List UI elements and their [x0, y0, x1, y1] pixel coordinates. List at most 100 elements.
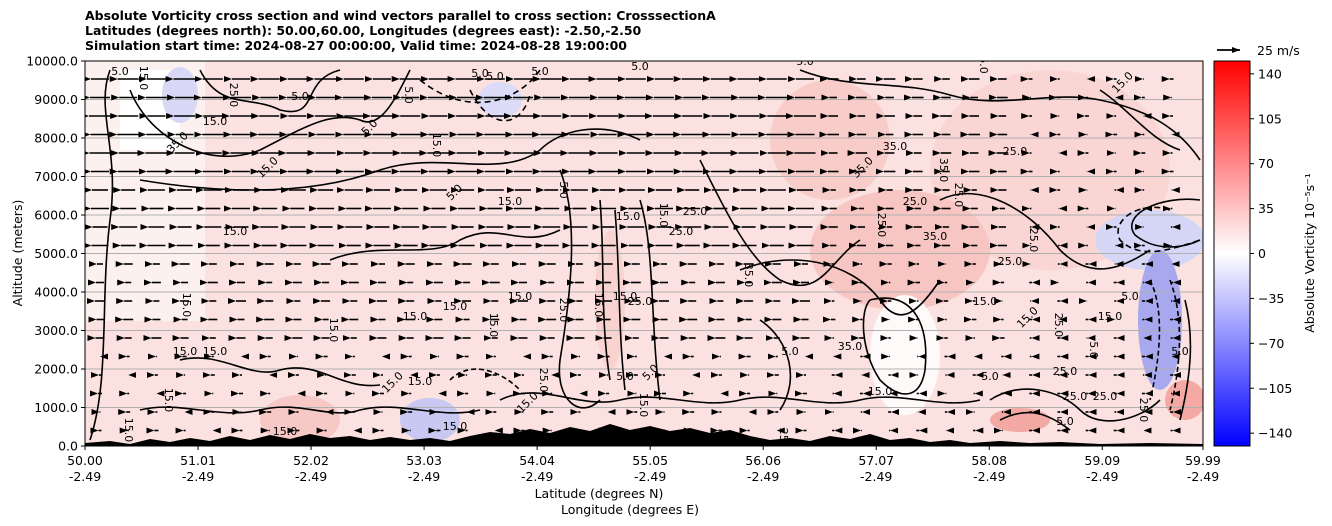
- x-tick-label-lon: -2.49: [973, 469, 1005, 484]
- contour-label: 25.0: [1052, 313, 1065, 338]
- contour-label: 25.0: [227, 83, 240, 108]
- colorbar-tick-label: −140: [1258, 426, 1292, 441]
- y-axis: 0.0 1000.0 2000.0 3000.0 4000.0 5000.0 6000.0 7…: [26, 54, 85, 454]
- x-tick-label-lat: 59.99: [1185, 453, 1221, 468]
- contour-label: 15.0: [203, 115, 228, 128]
- contour-label: 15.0: [487, 313, 500, 338]
- y-tick-label: 5000.0: [34, 246, 78, 261]
- y-tick-label: 3000.0: [34, 323, 78, 338]
- contour-label: 25.0: [683, 205, 708, 218]
- colorbar-tick-label: −35: [1258, 291, 1284, 306]
- contour-label: 15.0: [616, 210, 641, 223]
- contour-label: 5.0: [402, 86, 415, 104]
- contour-label: 5.0: [977, 56, 990, 74]
- terrain-silhouette: [85, 424, 1203, 446]
- contour-label: 5.0: [111, 65, 129, 78]
- colorbar-tick-label: −105: [1258, 381, 1292, 396]
- x-tick-label-lat: 55.05: [632, 453, 668, 468]
- y-tick-label: 1000.0: [34, 400, 78, 415]
- y-tick-label: 4000.0: [34, 285, 78, 300]
- contour-label: 15.0: [637, 393, 650, 418]
- colorbar: [1213, 60, 1251, 447]
- contour-label: 15.0: [408, 375, 433, 388]
- x-tick-label-lon: -2.49: [747, 469, 779, 484]
- contour-label: 25.0: [777, 428, 790, 453]
- contour-label: 15.0: [180, 293, 193, 318]
- chart-title: Absolute Vorticity cross section and win…: [85, 8, 716, 53]
- contour-label: 5.0: [531, 65, 549, 78]
- x-tick-label-lat: 57.07: [858, 453, 894, 468]
- contour-label: 15.0: [162, 388, 175, 413]
- contour-label: 15.0: [657, 203, 670, 228]
- colorbar-tick-label: −70: [1258, 336, 1284, 351]
- contour-label: 5.0: [486, 70, 504, 83]
- contour-label: 5.0: [631, 60, 649, 73]
- y-tick-label: 9000.0: [34, 92, 78, 107]
- contour-label: 15.0: [122, 418, 135, 443]
- x-tick-label-lat: 59.09: [1084, 453, 1120, 468]
- contour-label: 15.0: [273, 425, 298, 438]
- contour-label: 25.0: [1137, 398, 1150, 423]
- colorbar-tick-label: 70: [1258, 156, 1274, 171]
- x-tick-label-lon: -2.49: [521, 469, 553, 484]
- contour-label: 5.0: [291, 90, 309, 103]
- x-tick-label-lon: -2.49: [295, 469, 327, 484]
- x-tick-label-lon: -2.49: [182, 469, 214, 484]
- contour-label: 35.0: [742, 263, 755, 288]
- contour-label: 15.0: [173, 345, 198, 358]
- wind-vectors: [85, 76, 1182, 434]
- y-tick-label: 10000.0: [26, 54, 78, 69]
- contour-label: 35.0: [937, 158, 950, 183]
- contour-label: 15.0: [327, 318, 340, 343]
- contour-label: 35.0: [923, 230, 948, 243]
- y-tick-label: 7000.0: [34, 169, 78, 184]
- colorbar-tick-label: 105: [1258, 111, 1282, 126]
- contour-lines: [89, 69, 1201, 441]
- contour-label: 15.0: [592, 293, 605, 318]
- title-line-2: Latitudes (degrees north): 50.00,60.00, …: [85, 23, 642, 38]
- x-tick-label-lat: 52.02: [293, 453, 329, 468]
- x-tick-label-lat: 58.08: [971, 453, 1007, 468]
- contour-label: 15.0: [443, 300, 468, 313]
- contour-label: 15.0: [868, 385, 893, 398]
- x-tick-label-lon: -2.49: [1086, 469, 1118, 484]
- contour-label: 25.0: [1003, 145, 1028, 158]
- title-line-1: Absolute Vorticity cross section and win…: [85, 8, 716, 23]
- colorbar-ticks: 140 105 70 35 0 −35 −70 −105 −140: [1250, 66, 1292, 441]
- contour-label: 5.0: [781, 345, 799, 358]
- contour-label: 25.0: [952, 183, 965, 208]
- x-tick-label-lat: 56.06: [745, 453, 781, 468]
- colorbar-label: Absolute Vorticity 10⁻⁵s⁻¹: [1302, 173, 1317, 333]
- contour-label: 15.0: [223, 225, 248, 238]
- x-tick-label-lon: -2.49: [860, 469, 892, 484]
- contour-label: 35.0: [883, 140, 908, 153]
- contour-label: 5.0: [796, 55, 814, 68]
- contour-label: 25.0: [669, 225, 694, 238]
- contour-label: 25.0: [1053, 365, 1078, 378]
- contour-labels: 5.0 15.015.015.015.015.015.015.015.015.01…: [111, 55, 1189, 453]
- contour-label: 35.0: [838, 340, 863, 353]
- contour-label: 5.0: [1171, 345, 1189, 358]
- contour-label: 25.0: [903, 195, 928, 208]
- x-tick-label-lat: 54.04: [519, 453, 555, 468]
- contour-label: 5.0: [1087, 341, 1100, 359]
- contour-label: 25.0: [628, 295, 653, 308]
- title-line-3: Simulation start time: 2024-08-27 00:00:…: [85, 38, 627, 53]
- contour-label: 15.0: [498, 195, 523, 208]
- contour-label: 5.0: [557, 181, 570, 199]
- y-tick-label: 8000.0: [34, 131, 78, 146]
- contour-label: 15.0: [137, 66, 150, 91]
- y-axis-label: Altitude (meters): [10, 200, 25, 307]
- contour-label: 15.0: [613, 290, 638, 303]
- x-tick-label-lat: 53.03: [406, 453, 442, 468]
- contour-label: 5.0: [616, 370, 634, 383]
- contour-label: 15.0: [1098, 310, 1123, 323]
- x-axis-label-longitude: Longitude (degrees E): [561, 502, 699, 517]
- contour-label: 25.0: [1027, 228, 1040, 253]
- colorbar-tick-label: 35: [1258, 201, 1274, 216]
- contour-label: 15.0: [430, 133, 443, 158]
- contour-label: 25.0: [875, 213, 888, 238]
- contour-label: 25.0: [537, 368, 550, 393]
- colorbar-tick-label: 0: [1258, 246, 1266, 261]
- contour-label: 5.0: [981, 370, 999, 383]
